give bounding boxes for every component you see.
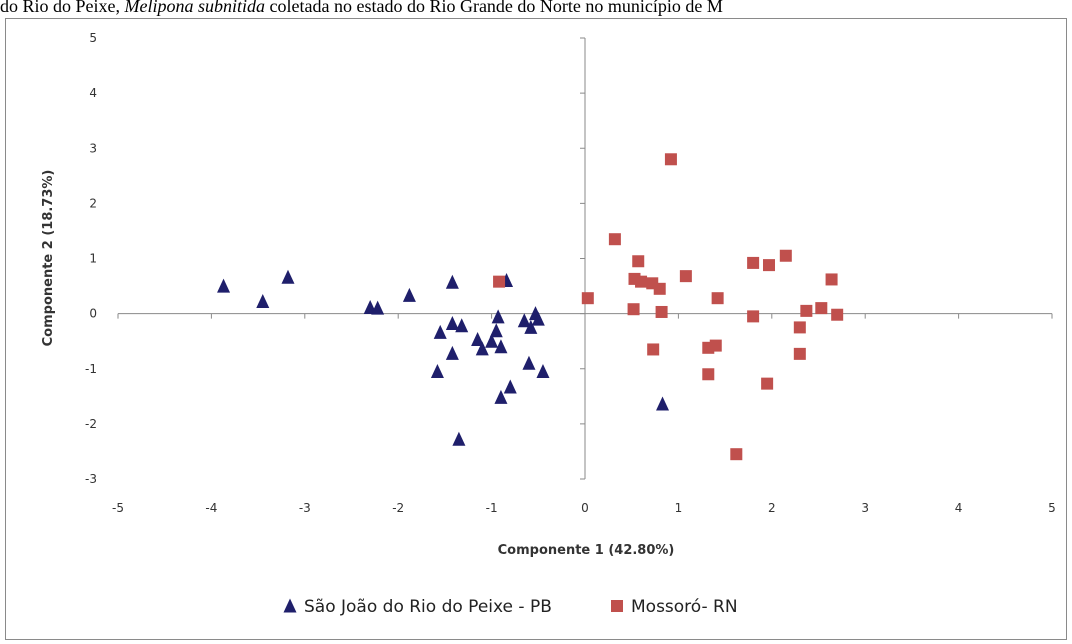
y-tick-label: 5 <box>89 31 97 45</box>
square-point <box>581 292 594 305</box>
figure-caption: do Rio do Peixe, Melipona subnitida cole… <box>0 0 1072 20</box>
x-tick-label: -2 <box>392 501 404 515</box>
triangle-point <box>656 396 670 411</box>
triangle-point <box>217 278 231 293</box>
triangle-point <box>430 364 444 379</box>
square-point <box>793 347 806 360</box>
square-point <box>762 259 775 272</box>
x-tick-label: 5 <box>1048 501 1056 515</box>
square-point <box>711 292 724 305</box>
axes <box>117 37 1053 480</box>
square-point <box>647 343 660 356</box>
triangle-point <box>371 300 385 315</box>
square-point <box>709 339 722 352</box>
triangle-point <box>475 341 489 356</box>
y-tick-label: 4 <box>89 86 97 100</box>
triangle-point <box>256 293 270 308</box>
data-points <box>217 153 844 461</box>
square-point <box>800 304 813 317</box>
legend-marker-2 <box>611 600 623 612</box>
square-point <box>664 153 677 166</box>
triangle-point <box>281 269 295 284</box>
caption-suffix: coletada no estado do Rio Grande do Nort… <box>265 0 723 16</box>
x-tick-label: -4 <box>205 501 217 515</box>
triangle-point <box>471 332 485 347</box>
legend-label-1: São João do Rio do Peixe - PB <box>304 597 552 617</box>
y-tick-label: 0 <box>89 307 97 321</box>
triangle-point <box>489 323 503 338</box>
y-axis-label: Componente 2 (18.73%) <box>41 170 56 347</box>
x-tick-label: 3 <box>861 501 869 515</box>
legend-marker-1 <box>283 598 297 613</box>
square-point <box>815 302 828 315</box>
square-point <box>655 305 668 318</box>
tick-labels: -5 -4 -3 -2 -1 0 1 2 3 4 5 -3 -2 -1 0 1 2 3 4 5 <box>85 31 1056 515</box>
series-1 <box>217 269 670 446</box>
square-point <box>825 273 838 286</box>
triangle-point <box>445 274 459 289</box>
square-point <box>493 275 506 288</box>
square-point <box>747 310 760 323</box>
triangle-point <box>494 339 508 354</box>
y-tick-label: 3 <box>89 141 97 155</box>
square-point <box>608 233 621 246</box>
triangle-point <box>402 287 416 302</box>
y-tick-label: 2 <box>89 196 97 210</box>
x-tick-label: -1 <box>486 501 498 515</box>
square-point <box>747 256 760 269</box>
caption-prefix: do Rio do Peixe, <box>0 0 125 16</box>
x-tick-label: 2 <box>768 501 776 515</box>
x-tick-label: 4 <box>955 501 963 515</box>
caption-species: Melipona subnitida <box>124 0 266 16</box>
triangle-point <box>455 318 469 333</box>
triangle-point <box>445 345 459 360</box>
triangle-point <box>433 324 447 339</box>
square-point <box>627 303 640 316</box>
triangle-point <box>503 379 517 394</box>
triangle-point <box>452 431 466 446</box>
triangle-point <box>485 333 499 348</box>
triangle-point <box>524 319 538 334</box>
x-tick-label: 0 <box>581 501 589 515</box>
square-point <box>632 255 645 268</box>
x-tick-label: 1 <box>675 501 683 515</box>
triangle-point <box>491 309 505 324</box>
y-tick-label: -3 <box>85 472 97 486</box>
x-axis-label: Componente 1 (42.80%) <box>498 543 675 558</box>
y-tick-label: -2 <box>85 417 97 431</box>
square-point <box>779 249 792 262</box>
square-point <box>761 377 774 390</box>
chart-frame <box>5 18 1067 640</box>
legend-label-2: Mossoró- RN <box>631 597 738 617</box>
triangle-point <box>494 389 508 404</box>
triangle-point <box>517 313 531 328</box>
y-tick-label: -1 <box>85 362 97 376</box>
square-point <box>635 275 648 288</box>
x-tick-label: -5 <box>112 501 124 515</box>
legend: São João do Rio do Peixe - PB Mossoró- RN <box>283 597 738 617</box>
triangle-point <box>536 364 550 379</box>
square-point <box>653 282 666 295</box>
square-point <box>679 270 692 283</box>
x-tick-label: -3 <box>299 501 311 515</box>
square-point <box>793 321 806 334</box>
square-point <box>831 308 844 321</box>
square-point <box>702 368 715 381</box>
triangle-point <box>531 311 545 326</box>
triangle-point <box>445 316 459 331</box>
y-tick-label: 1 <box>89 252 97 266</box>
triangle-point <box>522 355 536 370</box>
series-2 <box>493 153 844 461</box>
square-point <box>730 448 743 461</box>
